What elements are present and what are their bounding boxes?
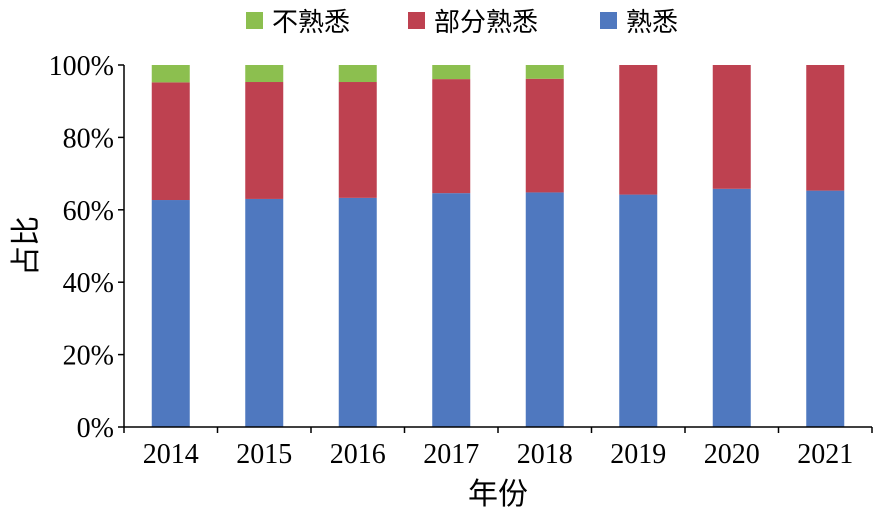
x-ticks: 2014 2015 2016 2017 2018 2019 2020 2021 [123, 427, 873, 470]
bar-segment [619, 65, 658, 195]
legend-label: 不熟悉 [272, 8, 350, 37]
legend-label: 熟悉 [626, 8, 678, 37]
y-tick-label: 60% [63, 196, 114, 227]
bar-segment [432, 79, 471, 194]
legend-swatch [408, 12, 425, 29]
bar-segment [525, 78, 564, 193]
bar-segment [712, 65, 751, 189]
legend-swatch [600, 12, 617, 29]
bar-segment [151, 82, 190, 201]
bar-segment [525, 192, 564, 427]
bar-segment [245, 82, 284, 199]
bar-segment [151, 65, 190, 83]
y-tick-label: 0% [77, 413, 114, 444]
y-tick-label: 80% [63, 123, 114, 154]
y-tick-label: 20% [63, 341, 114, 372]
bar-segment [338, 65, 377, 83]
bar-segment [806, 65, 845, 191]
legend-swatch [246, 12, 263, 29]
x-tick-label: 2015 [236, 439, 292, 470]
bars [151, 65, 845, 427]
bar-segment [338, 82, 377, 198]
bar-segment [806, 190, 845, 427]
bar-segment [619, 194, 658, 427]
bar-segment [245, 198, 284, 427]
y-tick-label: 40% [63, 268, 114, 299]
legend-label: 部分熟悉 [434, 8, 538, 37]
bar-segment [245, 65, 284, 83]
x-tick-label: 2021 [797, 439, 853, 470]
x-tick-label: 2017 [423, 439, 479, 470]
x-tick-label: 2014 [143, 439, 199, 470]
bar-segment [338, 197, 377, 427]
x-tick-label: 2016 [330, 439, 386, 470]
bar-segment [712, 188, 751, 427]
bar-segment [525, 65, 564, 79]
legend: 不熟悉 部分熟悉 熟悉 [246, 8, 678, 37]
x-tick-label: 2019 [610, 439, 666, 470]
bar-segment [151, 200, 190, 427]
x-tick-label: 2018 [517, 439, 573, 470]
y-axis-label: 占比 [10, 216, 43, 276]
x-axis-label: 年份 [468, 478, 528, 511]
axes [123, 65, 872, 428]
x-tick-label: 2020 [704, 439, 760, 470]
bar-segment [432, 65, 471, 80]
y-tick-label: 100% [49, 51, 114, 82]
y-ticks: 0% 20% 40% 60% 80% 100% [49, 51, 124, 444]
bar-segment [432, 193, 471, 427]
